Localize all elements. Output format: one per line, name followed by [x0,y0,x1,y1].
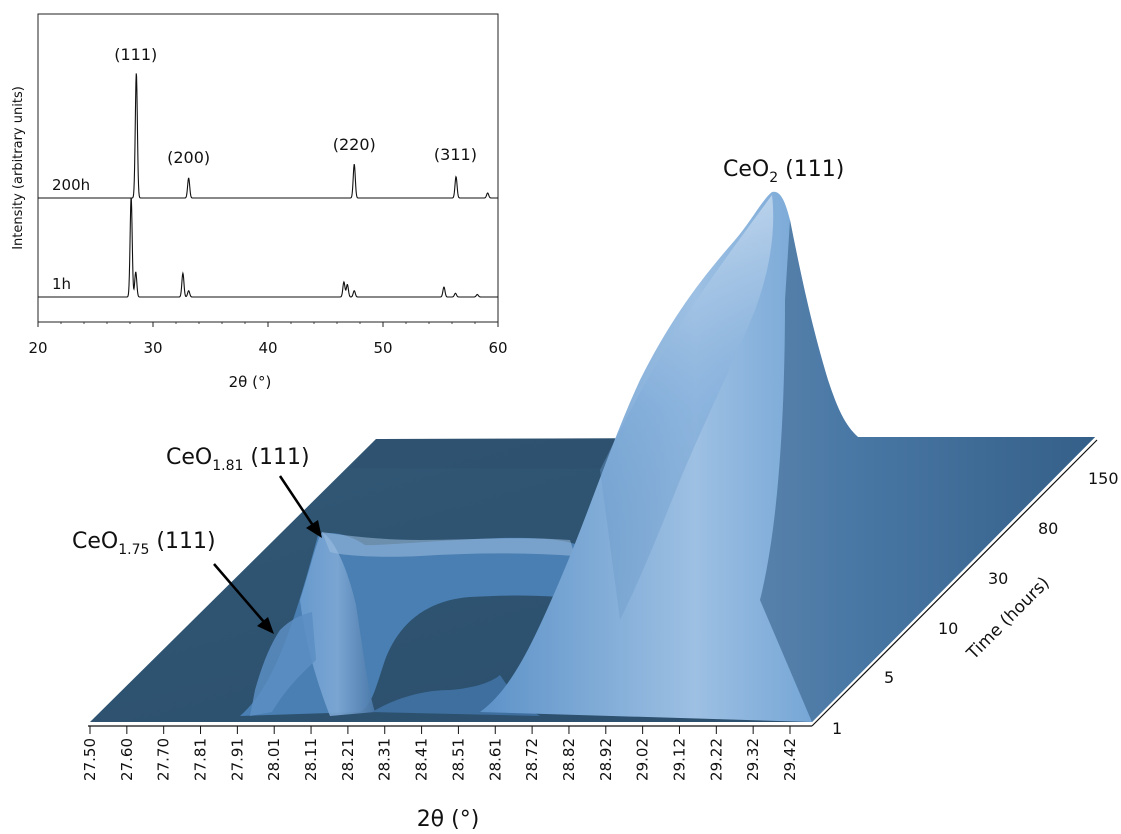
surface-y-ticks: 1 5 10 30 80 150 [832,469,1119,738]
surface-x-tick-label: 29.32 [744,738,762,781]
surface-peak-ceo2-shadow [760,220,1095,722]
inset-series-line-1h [38,197,498,298]
surface-x-tick-label: 28.31 [376,738,394,781]
arrow-ceo175 [213,563,274,634]
surface-x-tick-label: 29.02 [634,738,652,781]
inset-chart: 20 30 40 50 60 200h 1h (111) (200) (220) (311) 2… [11,13,508,391]
surface-y-axis-line [811,439,1098,727]
surface-y-tick-label: 5 [884,668,894,687]
surface-y-tick-label: 80 [1038,519,1058,538]
inset-peak-annotation: (311) [434,145,477,164]
surface-peak-label: CeO1.75 (111) [72,529,216,558]
surface-x-tick-label: 28.61 [486,738,504,781]
surface-plot: 27.50 27.60 27.70 27.81 27.91 28.01 28.11 28.21… [72,157,1119,832]
inset-x-tick-label: 30 [143,339,162,357]
surface-x-tick-label: 27.70 [155,738,173,781]
surface-x-tick-label: 28.01 [265,738,283,781]
surface-ridge-ceo181-front [300,532,375,716]
surface-x-tick-label: 28.21 [339,738,357,781]
surface-shoulder-ceo175 [250,612,316,716]
surface-x-tick-label: 28.92 [597,738,615,781]
surface-x-tick-label: 28.72 [523,738,541,781]
surface-x-tick-label: 27.81 [192,738,210,781]
surface-peak-label: CeO2 (111) [723,157,844,186]
surface-peak-labels: CeO1.75 (111) CeO1.81 (111) CeO2 (111) [72,157,844,558]
surface-x-tick-label: 28.51 [449,738,467,781]
inset-series-label: 1h [52,275,71,293]
surface-x-tick-label: 28.41 [413,738,431,781]
surface-x-tick-label: 29.12 [670,738,688,781]
inset-series-line-200h [38,73,498,199]
inset-series: 200h 1h [38,73,498,298]
inset-frame [37,13,499,323]
surface-x-tick-label: 27.60 [118,738,136,781]
inset-x-tick-label: 60 [488,339,507,357]
surface-x-tick-label: 27.91 [228,738,246,781]
inset-x-ticks: 20 30 40 50 60 [28,322,508,357]
inset-x-axis-label: 2θ (°) [229,373,272,391]
surface-y-tick-label: 150 [1088,469,1119,488]
inset-y-axis-label: Intensity (arbitrary units) [11,86,26,250]
arrow-ceo181 [278,475,322,538]
inset-series-label: 200h [52,176,90,194]
surface-x-ticks: 27.50 27.60 27.70 27.81 27.91 28.01 28.11 28.21… [81,726,799,781]
surface-ridge-ceo181-top [322,532,575,557]
surface-peak-label: CeO1.81 (111) [166,445,310,474]
surface-peak-ceo2-highlight [600,195,774,620]
surface-y-tick-label: 10 [938,619,958,638]
inset-peak-annotation: (111) [114,45,157,64]
inset-x-tick-label: 50 [373,339,392,357]
surface-x-tick-label: 28.82 [560,738,578,781]
inset-x-tick-label: 40 [258,339,277,357]
surface-x-axis-label: 2θ (°) [417,807,480,832]
surface-x-tick-label: 29.42 [781,738,799,781]
inset-x-tick-label: 20 [28,339,47,357]
inset-annotations: (111) (200) (220) (311) [114,45,477,167]
surface-x-tick-label: 27.50 [81,738,99,781]
surface-x-tick-label: 28.11 [302,738,320,781]
inset-peak-annotation: (200) [167,148,210,167]
surface-x-tick-label: 29.22 [707,738,725,781]
inset-peak-annotation: (220) [333,135,376,154]
surface-y-tick-label: 30 [988,569,1008,588]
surface-y-tick-label: 1 [832,719,842,738]
